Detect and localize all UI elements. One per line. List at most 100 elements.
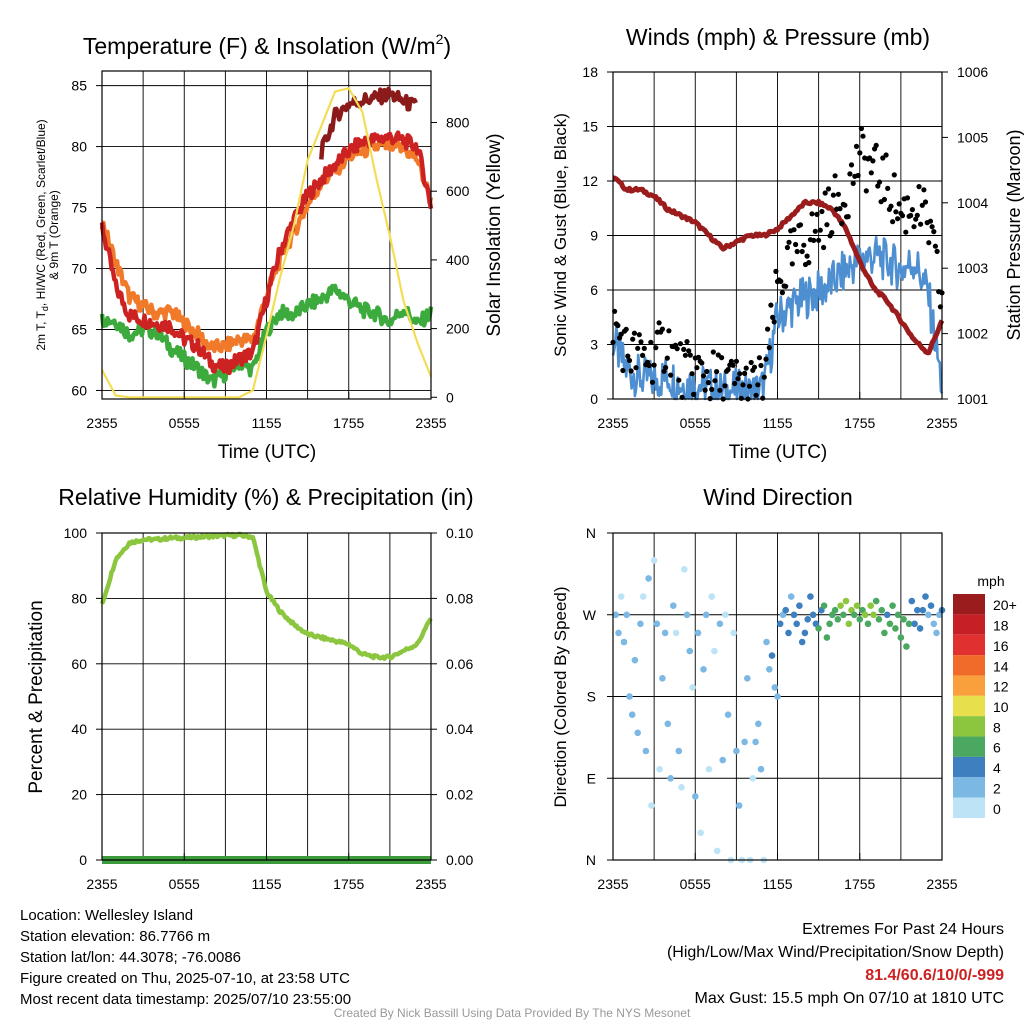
winds-ylabel-left: Sonic Wind & Gust (Blue, Black): [551, 113, 570, 357]
humidity-xtick-label: 1755: [333, 876, 364, 892]
gust-point: [631, 330, 638, 336]
direction-point: [631, 656, 639, 664]
direction-point: [864, 620, 872, 628]
direction-point: [925, 611, 932, 619]
gust-point: [656, 320, 662, 326]
direction-point: [626, 693, 633, 700]
direction-point: [752, 738, 759, 746]
gust-point: [845, 214, 851, 220]
direction-xtick-label: 0555: [680, 876, 711, 892]
gust-point: [633, 365, 639, 371]
gust-point: [791, 227, 797, 233]
direction-point: [733, 747, 740, 755]
direction-point: [807, 593, 814, 600]
gust-point: [922, 199, 929, 205]
direction-point: [615, 629, 622, 637]
winds-xtick-label: 2355: [597, 415, 628, 431]
direction-point: [678, 784, 685, 791]
temperature-ytick-label: 75: [71, 200, 87, 216]
gust-point: [880, 155, 886, 161]
direction-point: [724, 711, 732, 718]
gust-point: [765, 326, 771, 332]
humidity-y2tick-label: 0.10: [446, 525, 473, 541]
humidity-line: [99, 531, 433, 662]
gust-point: [615, 322, 621, 329]
direction-point: [768, 652, 776, 659]
gust-point: [829, 230, 835, 236]
temperature-series: [99, 86, 434, 399]
direction-point: [815, 625, 822, 632]
direction-point: [883, 611, 891, 619]
gust-point: [927, 218, 934, 224]
direction-point: [692, 793, 699, 800]
temperature-xtick-label: 2355: [86, 415, 117, 431]
gust-point: [626, 357, 633, 364]
gust-point: [722, 383, 728, 389]
direction-ytick-label: N: [586, 525, 596, 541]
direction-point: [905, 620, 913, 628]
extremes-box: Extremes For Past 24 Hours (High/Low/Max…: [667, 918, 1004, 1010]
colorbar-label: 2: [993, 780, 1001, 796]
gust-point: [630, 336, 636, 342]
gust-point: [704, 368, 710, 375]
direction-point: [700, 666, 707, 673]
winds-y2tick-label: 1003: [957, 260, 988, 276]
gust-point: [911, 224, 917, 230]
gust-point: [623, 326, 629, 332]
gust-point: [784, 244, 791, 251]
direction-point: [757, 765, 765, 773]
gust-point: [904, 195, 911, 201]
humidity-ytick-label: 60: [71, 656, 87, 672]
temperature-ytick-label: 65: [71, 321, 87, 337]
direction-point: [793, 620, 800, 628]
direction-point: [870, 611, 877, 619]
temperature-ylabel-right: Solar Insolation (Yellow): [484, 133, 505, 336]
gust-point: [850, 180, 856, 186]
gust-point: [794, 248, 800, 255]
winds-ylabel-right: Station Pressure (Maroon): [1004, 129, 1024, 340]
direction-ylabel-left: Direction (Colored By Speed): [551, 586, 570, 807]
gust-point: [811, 237, 817, 243]
direction-point: [637, 620, 644, 628]
gust-point: [918, 221, 924, 227]
direction-point: [702, 611, 710, 619]
temperature-y2tick-label: 400: [446, 252, 470, 268]
humidity-y2tick-label: 0.08: [446, 590, 473, 606]
station-elevation: Station elevation: 86.7766 m: [20, 928, 211, 945]
direction-point: [919, 606, 927, 614]
gust-point: [756, 355, 763, 361]
direction-point: [653, 620, 661, 628]
gust-point: [812, 228, 818, 234]
gust-point: [932, 243, 939, 249]
temperature-ytick-label: 80: [71, 139, 87, 155]
winds-ytick-label: 9: [590, 228, 598, 244]
gust-point: [913, 216, 919, 222]
gust-point: [687, 352, 693, 358]
gust-point: [653, 345, 659, 351]
humidity-title: Relative Humidity (%) & Precipitation (i…: [58, 484, 473, 510]
temperature-xlabel: Time (UTC): [218, 442, 317, 463]
gust-point: [876, 179, 883, 185]
winds-ytick-label: 15: [582, 119, 598, 135]
direction-point: [914, 606, 921, 614]
direction-point: [645, 575, 652, 582]
direction-point: [697, 829, 704, 837]
figure-created: Figure created on Thu, 2025-07-10, at 23…: [20, 970, 350, 987]
gust-point: [908, 212, 914, 219]
gust-point: [799, 248, 805, 255]
gust-point: [835, 191, 842, 197]
direction-point: [713, 847, 721, 855]
extremes-title: Extremes For Past 24 Hours: [802, 921, 1004, 938]
winds-ytick-label: 18: [582, 64, 598, 80]
direction-point: [683, 611, 691, 619]
temperature-xtick-label: 2355: [415, 415, 446, 431]
direction-point: [686, 647, 694, 655]
gust-point: [870, 158, 876, 164]
gust-point: [875, 183, 881, 189]
direction-point: [804, 616, 811, 623]
gust-point: [728, 358, 735, 364]
temperature-ytick-label: 60: [71, 382, 87, 398]
direction-point: [639, 593, 647, 600]
gust-point: [640, 352, 646, 358]
colorbar-label: 20+: [993, 597, 1017, 613]
